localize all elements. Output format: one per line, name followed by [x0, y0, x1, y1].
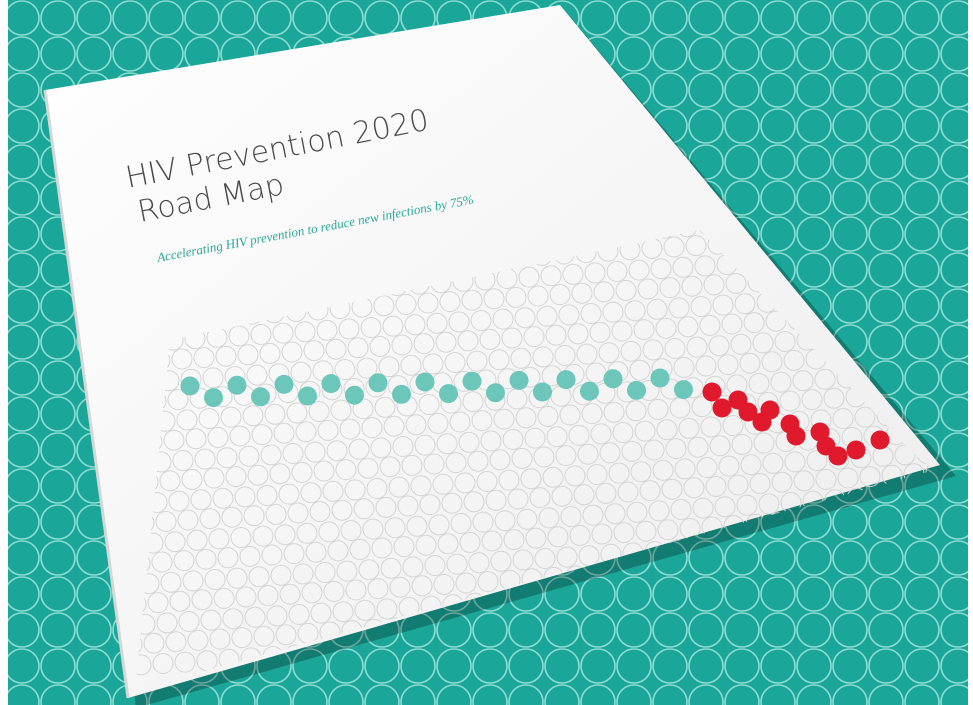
- teal-dot: [674, 380, 693, 399]
- scene: HIV Prevention 2020 Road Map Acceleratin…: [0, 0, 973, 705]
- teal-dot: [533, 383, 552, 402]
- teal-dot: [228, 376, 247, 395]
- teal-dot: [181, 377, 200, 396]
- teal-dot: [580, 382, 599, 401]
- page: HIV Prevention 2020 Road Map Acceleratin…: [0, 0, 973, 705]
- grid-dot: [969, 360, 973, 380]
- teal-dot: [204, 388, 223, 407]
- teal-dot: [651, 369, 670, 388]
- grid-dot: [968, 258, 973, 278]
- red-dot: [787, 427, 806, 446]
- red-dot: [829, 447, 848, 466]
- teal-dot: [322, 374, 341, 393]
- red-dot: [713, 399, 732, 418]
- teal-dot: [298, 387, 317, 406]
- teal-dot: [275, 375, 294, 394]
- teal-dot: [345, 386, 364, 405]
- teal-dot: [416, 373, 435, 392]
- teal-dot: [604, 369, 623, 388]
- teal-dot: [369, 373, 388, 392]
- teal-dot: [486, 383, 505, 402]
- teal-dot: [557, 370, 576, 389]
- red-dot: [871, 431, 890, 450]
- teal-dot: [463, 372, 482, 391]
- teal-dot: [510, 371, 529, 390]
- red-dot: [703, 383, 722, 402]
- teal-dot: [251, 387, 270, 406]
- teal-dot: [392, 385, 411, 404]
- red-dot: [847, 441, 866, 460]
- teal-dot: [627, 381, 646, 400]
- teal-dot: [439, 384, 458, 403]
- red-dot: [753, 413, 772, 432]
